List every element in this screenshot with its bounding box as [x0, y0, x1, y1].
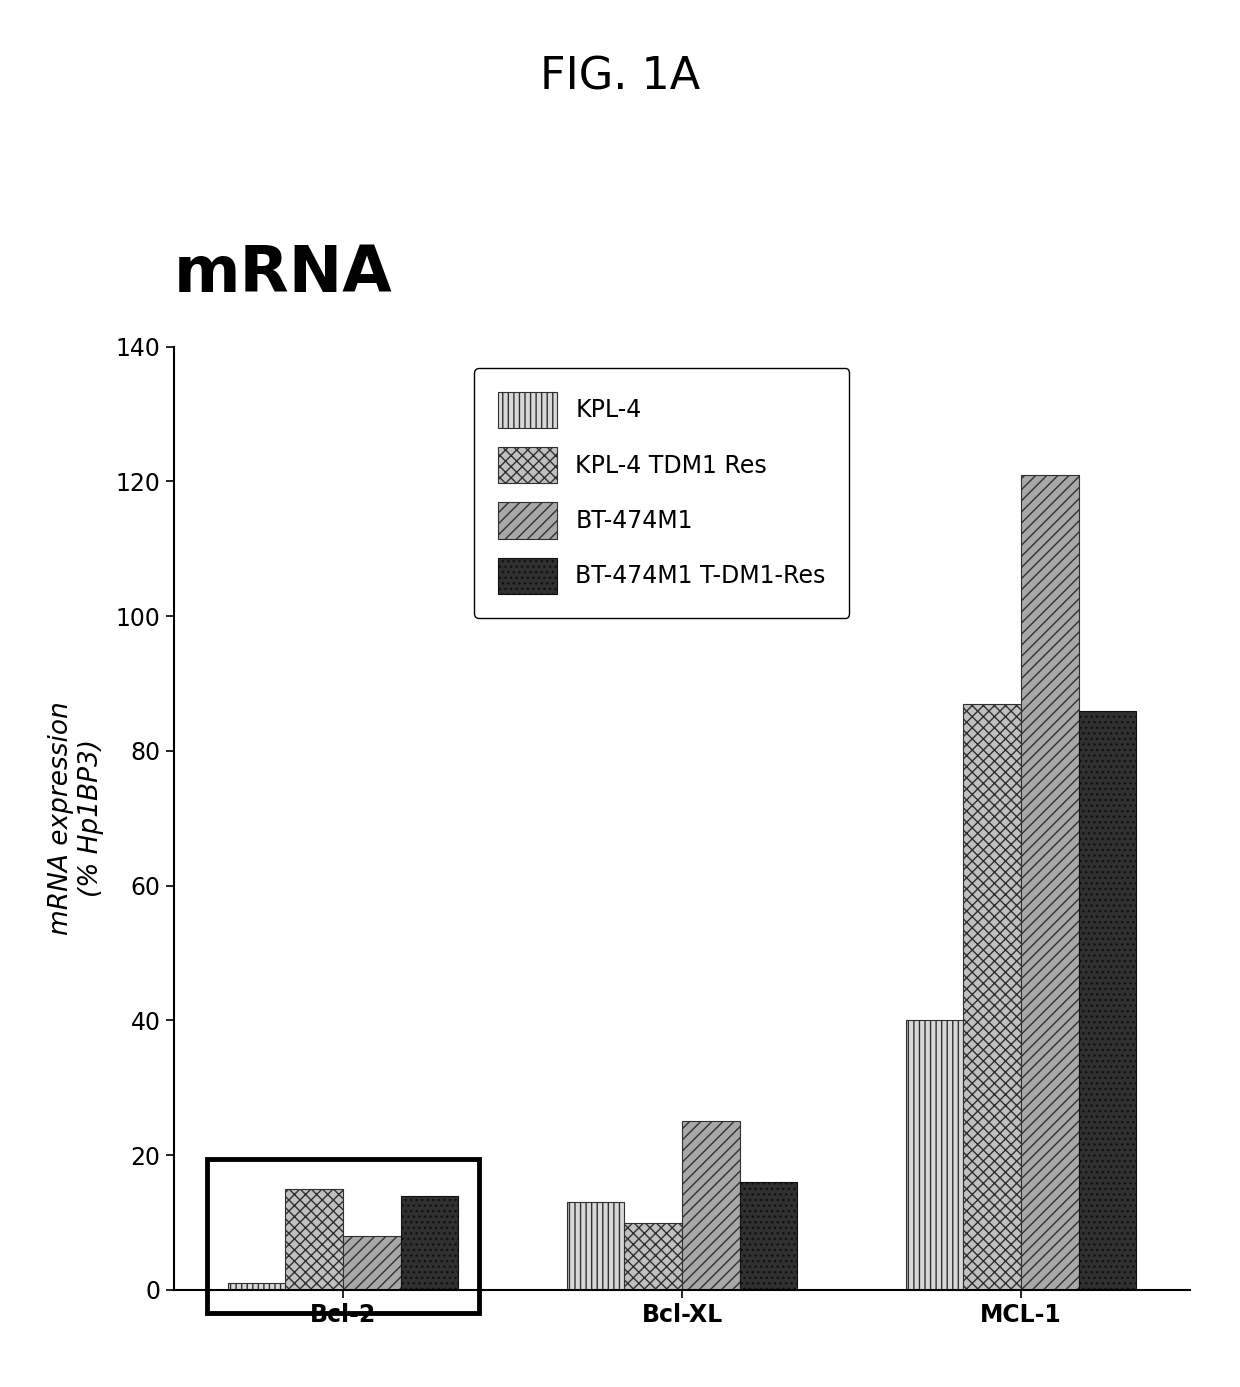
Bar — [1079, 710, 1136, 1290]
Bar — [285, 1189, 343, 1290]
Bar — [682, 1122, 739, 1290]
Text: mRNA: mRNA — [174, 243, 392, 305]
Y-axis label: mRNA expression
(% Hp1BP3): mRNA expression (% Hp1BP3) — [48, 702, 104, 935]
Bar — [625, 1222, 682, 1290]
Bar — [739, 1182, 797, 1290]
Bar — [905, 1021, 963, 1290]
Bar — [343, 1236, 401, 1290]
Legend: KPL-4, KPL-4 TDM1 Res, BT-474M1, BT-474M1 T-DM1-Res: KPL-4, KPL-4 TDM1 Res, BT-474M1, BT-474M… — [474, 368, 849, 617]
Bar — [207, 1158, 479, 1313]
Bar — [228, 1283, 285, 1290]
Bar — [567, 1203, 625, 1290]
Bar — [1021, 474, 1079, 1290]
Bar — [963, 703, 1021, 1290]
Bar — [401, 1196, 459, 1290]
Text: FIG. 1A: FIG. 1A — [539, 55, 701, 98]
